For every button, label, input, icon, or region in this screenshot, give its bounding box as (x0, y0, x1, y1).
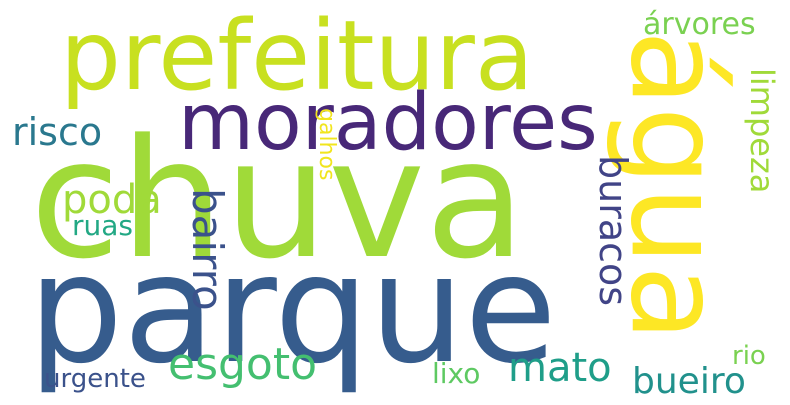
word-poda: poda (62, 177, 162, 223)
word-galhos: galhos (314, 108, 339, 181)
word-lixo: lixo (432, 357, 481, 390)
word-arvores: árvores (643, 7, 756, 42)
word-mato: mato (508, 345, 612, 391)
word-bairro: bairro (183, 188, 232, 311)
word-prefeitura: prefeitura (60, 0, 534, 112)
word-urgente: urgente (44, 364, 146, 394)
word-limpeza: limpeza (743, 68, 781, 194)
word-parque: parque (28, 223, 557, 397)
word-chuva: chuva (30, 104, 526, 295)
word-moradores: moradores (178, 78, 598, 168)
word-rio: rio (732, 341, 766, 371)
word-ruas: ruas (72, 209, 134, 242)
word-buracos: buracos (591, 155, 635, 307)
word-esgoto: esgoto (168, 339, 318, 390)
word-bueiro: bueiro (632, 361, 746, 402)
word-risco: risco (12, 110, 103, 154)
